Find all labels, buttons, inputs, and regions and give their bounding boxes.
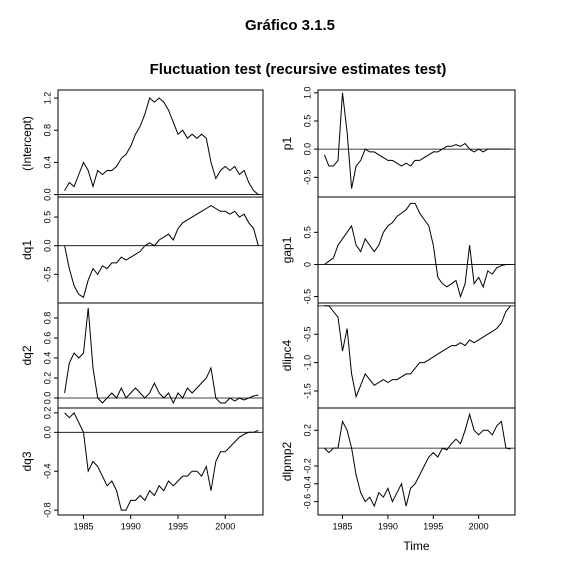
y-tick-label: 0: [302, 262, 312, 267]
y-tick-label: 0.0: [42, 426, 52, 439]
x-tick-label: 1985: [332, 521, 352, 531]
y-tick-label: -0.5: [42, 267, 52, 283]
panel-frame: [317, 407, 516, 516]
panel-frame: [57, 407, 264, 516]
y-tick-label: 0.5: [302, 115, 312, 128]
y-tick-label: -0.4: [302, 476, 312, 492]
y-tick-label: -0.5: [302, 326, 312, 342]
y-tick-label: -0.6: [302, 494, 312, 510]
series-line: [324, 412, 511, 508]
x-tick-label: 1995: [168, 521, 188, 531]
y-axis-label: dlpmp2: [280, 441, 294, 481]
series-line: [324, 202, 511, 299]
series-line: [64, 412, 259, 511]
y-tick-label: -0.5: [302, 170, 312, 186]
y-axis-label: dlipc4: [280, 340, 294, 372]
panel-frame: [317, 196, 516, 304]
y-tick-label: -1.0: [302, 355, 312, 371]
y-tick-label: 0.6: [42, 332, 52, 345]
y-tick-label: 0.2: [42, 407, 52, 420]
x-tick-label: 1985: [73, 521, 93, 531]
y-tick-label: 1.2: [42, 92, 52, 105]
y-axis-label: gap1: [280, 236, 294, 263]
y-tick-label: 0.0: [42, 239, 52, 252]
y-tick-label: -0.4: [42, 463, 52, 479]
y-tick-label: 0.0: [302, 143, 312, 156]
chart-subtitle: Fluctuation test (recursive estimates te…: [150, 61, 447, 78]
x-tick-label: 2000: [215, 521, 235, 531]
y-tick-label: 0.4: [42, 156, 52, 169]
y-tick-label: -0.2: [302, 458, 312, 474]
y-tick-label: -0.5: [302, 289, 312, 305]
series-line: [64, 307, 259, 405]
y-tick-label: 0.8: [42, 124, 52, 137]
y-tick-label: 0.0: [42, 392, 52, 405]
y-tick-label: 0.5: [302, 226, 312, 239]
x-tick-label: 1990: [378, 521, 398, 531]
series-line: [64, 205, 259, 299]
y-tick-label: 0.8: [42, 312, 52, 325]
y-tick-label: 0.0: [42, 188, 52, 201]
y-axis-label: (Intercept): [20, 116, 34, 171]
y-tick-label: -1.5: [302, 383, 312, 399]
y-tick-label: 0.2: [42, 372, 52, 385]
series-line: [323, 92, 511, 189]
series-line: [324, 305, 511, 399]
x-tick-label: 1990: [121, 521, 141, 531]
y-axis-label: p1: [280, 137, 294, 151]
x-axis-label: Time: [403, 539, 430, 553]
series-line: [64, 97, 259, 195]
y-axis-label: dq2: [20, 345, 34, 365]
y-tick-label: 0.4: [42, 352, 52, 365]
y-tick-label: 0.5: [42, 211, 52, 224]
x-tick-label: 2000: [469, 521, 489, 531]
chart-title: Gráfico 3.1.5: [245, 17, 335, 34]
y-tick-label: 0.2: [302, 424, 312, 437]
y-tick-label: -0.8: [42, 502, 52, 518]
panel-frame: [57, 89, 264, 198]
y-tick-label: 1.0: [302, 87, 312, 100]
x-tick-label: 1995: [423, 521, 443, 531]
y-axis-label: dq3: [20, 451, 34, 471]
y-axis-label: dq1: [20, 240, 34, 260]
panel-frame: [317, 302, 516, 409]
